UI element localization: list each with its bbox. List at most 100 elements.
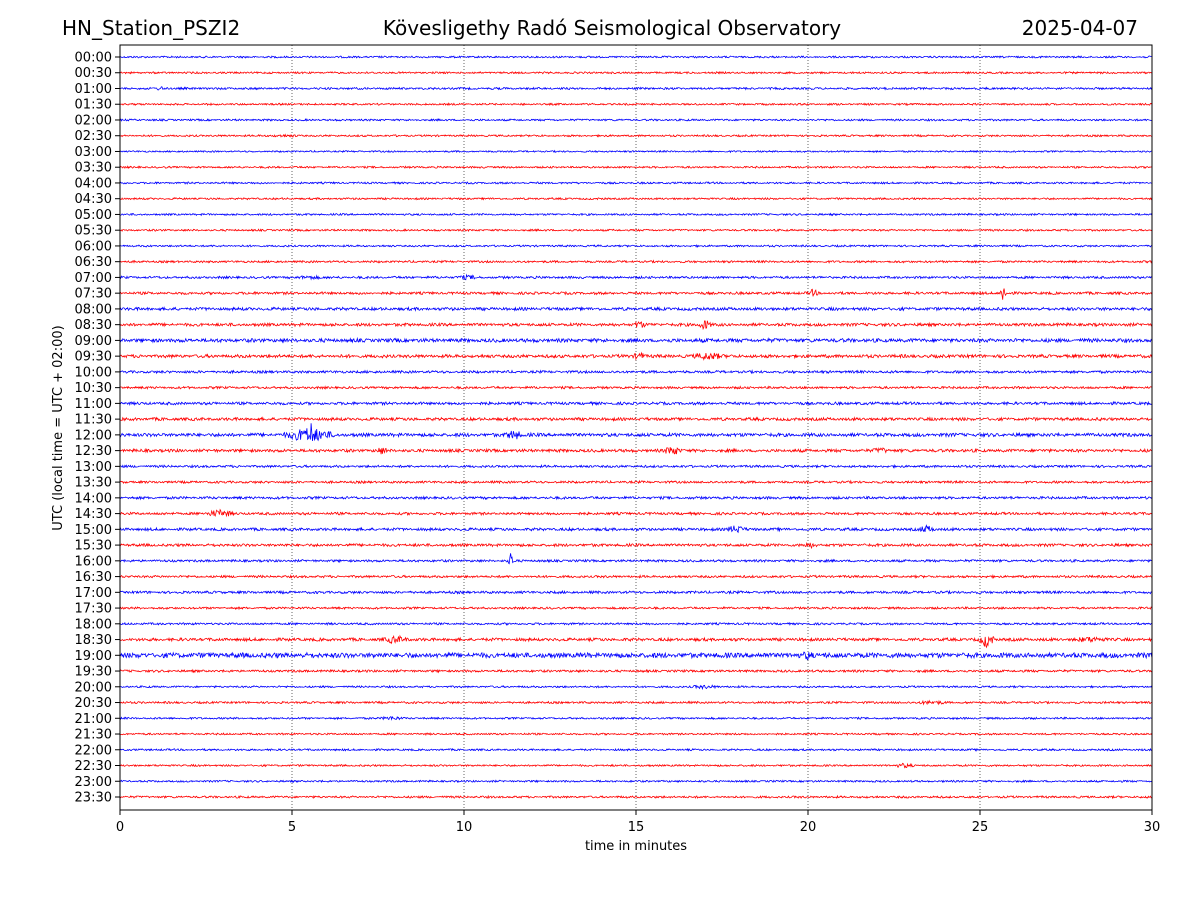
trace-0630: [119, 259, 1153, 264]
trace-0030: [119, 70, 1153, 75]
trace-0000: [119, 55, 1152, 59]
trace-0400: [119, 181, 1152, 185]
trace-0830: [119, 320, 1153, 331]
y-tick-label: 02:00: [75, 113, 112, 128]
y-tick-label: 09:30: [75, 350, 112, 365]
trace-2100: [119, 715, 1152, 721]
trace-1900: [119, 651, 1153, 661]
y-tick-label: 02:30: [75, 129, 112, 144]
trace-1800: [119, 621, 1153, 626]
y-tick-label: 16:00: [75, 554, 112, 569]
traces: [119, 55, 1153, 800]
trace-0900: [119, 336, 1153, 344]
trace-1000: [119, 369, 1152, 375]
y-axis: 00:0000:3001:0001:3002:0002:3003:0003:30…: [75, 51, 120, 806]
trace-2330: [119, 794, 1152, 800]
y-tick-label: 05:00: [75, 208, 112, 223]
trace-0700: [119, 273, 1153, 281]
x-axis: 0 5 10 15 20 25 30: [116, 810, 1160, 835]
trace-1830: [119, 634, 1153, 649]
y-tick-label: 21:30: [75, 728, 112, 743]
trace-1630: [119, 574, 1153, 579]
station-title: HN_Station_PSZI2: [62, 16, 240, 40]
trace-0930: [119, 351, 1153, 361]
trace-1130: [119, 416, 1153, 423]
trace-1200: [119, 423, 1153, 442]
y-tick-label: 16:30: [75, 570, 112, 585]
y-tick-label: 07:30: [75, 287, 112, 302]
trace-2130: [119, 732, 1153, 736]
y-tick-label: 21:00: [75, 712, 112, 727]
y-tick-label: 15:30: [75, 539, 112, 554]
trace-1500: [119, 524, 1153, 534]
trace-0230: [119, 133, 1152, 138]
y-tick-label: 13:00: [75, 460, 112, 475]
trace-1530: [119, 541, 1153, 550]
y-tick-label: 23:00: [75, 775, 112, 790]
y-tick-label: 17:00: [75, 586, 112, 601]
trace-2200: [119, 747, 1153, 752]
y-tick-label: 20:30: [75, 696, 112, 711]
trace-1730: [119, 605, 1153, 611]
trace-1030: [119, 385, 1152, 390]
trace-1600: [119, 553, 1152, 565]
y-tick-label: 08:30: [75, 318, 112, 333]
y-tick-label: 05:30: [75, 224, 112, 239]
trace-1300: [119, 463, 1152, 469]
y-axis-label: UTC (local time = UTC + 02:00): [51, 325, 66, 530]
trace-1100: [119, 400, 1153, 407]
trace-0430: [119, 196, 1153, 201]
y-tick-label: 04:00: [75, 176, 112, 191]
y-tick-label: 18:30: [75, 633, 112, 648]
trace-0800: [119, 305, 1153, 312]
y-tick-label: 11:00: [75, 397, 112, 412]
y-tick-label: 15:00: [75, 523, 112, 538]
y-tick-label: 03:30: [75, 161, 112, 176]
date-title: 2025-04-07: [1022, 16, 1138, 40]
y-tick-label: 17:30: [75, 602, 112, 617]
y-tick-label: 00:00: [75, 51, 112, 66]
trace-1400: [119, 495, 1153, 501]
x-tick-label: 15: [628, 820, 645, 835]
trace-1930: [119, 668, 1153, 674]
y-tick-label: 10:00: [75, 365, 112, 380]
trace-0200: [119, 117, 1152, 122]
x-tick-label: 30: [1144, 820, 1161, 835]
y-tick-label: 07:00: [75, 271, 112, 286]
trace-0600: [119, 243, 1153, 248]
y-tick-label: 13:30: [75, 476, 112, 491]
trace-1430: [119, 508, 1153, 518]
y-tick-label: 03:00: [75, 145, 112, 160]
y-tick-label: 01:30: [75, 98, 112, 113]
trace-1700: [119, 589, 1153, 595]
trace-0130: [119, 102, 1153, 107]
grid: [291, 45, 981, 810]
y-tick-label: 04:30: [75, 192, 112, 207]
y-tick-label: 22:00: [75, 743, 112, 758]
y-tick-label: 12:30: [75, 444, 112, 459]
y-tick-label: 14:00: [75, 491, 112, 506]
y-tick-label: 09:00: [75, 334, 112, 349]
trace-2230: [119, 762, 1152, 769]
trace-1330: [119, 479, 1153, 485]
trace-0330: [119, 165, 1152, 170]
trace-0100: [120, 86, 1153, 91]
y-tick-label: 23:30: [75, 791, 112, 806]
trace-0730: [119, 288, 1153, 300]
y-tick-label: 06:00: [75, 239, 112, 254]
y-tick-label: 01:00: [75, 82, 112, 97]
trace-0530: [119, 228, 1153, 233]
x-tick-label: 5: [288, 820, 296, 835]
chart-title: Kövesligethy Radó Seismological Observat…: [383, 16, 841, 40]
trace-2300: [119, 779, 1153, 784]
trace-2000: [119, 684, 1153, 691]
y-tick-label: 11:30: [75, 413, 112, 428]
trace-1230: [119, 447, 1152, 455]
y-tick-label: 06:30: [75, 255, 112, 270]
y-tick-label: 12:00: [75, 428, 112, 443]
y-tick-label: 10:30: [75, 381, 112, 396]
trace-0500: [119, 212, 1153, 217]
trace-0300: [119, 149, 1152, 154]
y-tick-label: 18:00: [75, 617, 112, 632]
